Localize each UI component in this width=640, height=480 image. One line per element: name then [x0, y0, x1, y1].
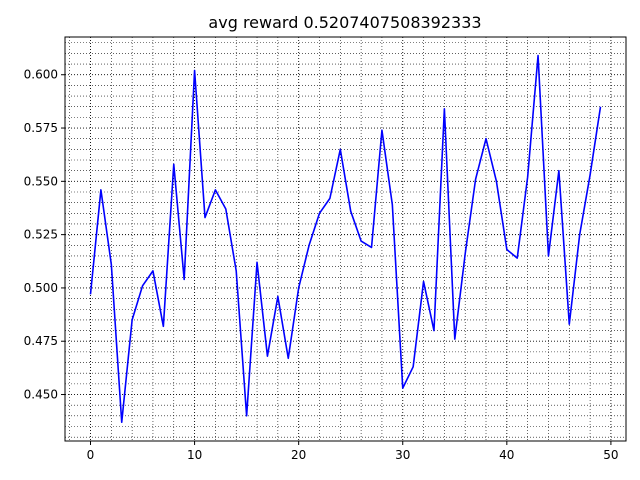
chart-title: avg reward 0.5207407508392333: [208, 13, 481, 32]
x-tick-label: 10: [187, 448, 202, 462]
y-tick-label: 0.500: [24, 281, 58, 295]
y-tick-label: 0.600: [24, 68, 58, 82]
axis-ticks: 0 10 20 30 40 50 0.450 0.475 0.500 0.525 0.550 0.57…: [24, 68, 619, 462]
series-line: [89, 54, 602, 424]
x-tick-label: 40: [499, 448, 514, 462]
x-tick-label: 20: [291, 448, 306, 462]
y-tick-label: 0.525: [24, 228, 58, 242]
plot-frame: [64, 36, 627, 442]
grid: [65, 37, 626, 441]
series-layer: [89, 54, 602, 424]
x-tick-label: 50: [603, 448, 618, 462]
y-tick-label: 0.575: [24, 121, 58, 135]
y-tick-label: 0.450: [24, 388, 58, 402]
y-tick-label: 0.550: [24, 174, 58, 188]
x-tick-label: 0: [87, 448, 95, 462]
x-tick-label: 30: [395, 448, 410, 462]
y-tick-label: 0.475: [24, 334, 58, 348]
